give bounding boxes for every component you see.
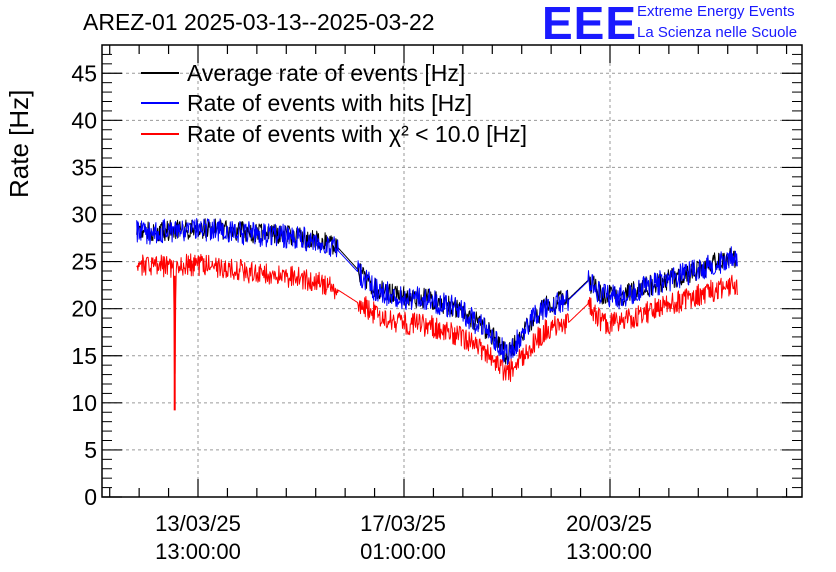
y-tick-label: 5 [84, 437, 97, 463]
x-tick-label: 20/03/25 13:00:00 [539, 510, 679, 566]
x-tick-time: 13:00:00 [566, 539, 652, 564]
y-tick-label: 30 [71, 202, 97, 228]
x-tick-label: 17/03/25 01:00:00 [333, 510, 473, 566]
y-tick-label: 45 [71, 60, 97, 86]
eee-logo: EEE [542, 0, 638, 49]
legend-swatch-black [141, 72, 179, 74]
chart-title: AREZ-01 2025-03-13--2025-03-22 [83, 9, 435, 35]
y-tick-label: 40 [71, 107, 97, 133]
legend-label: Rate of events with χ² < 10.0 [Hz] [187, 120, 527, 147]
x-tick-time: 01:00:00 [360, 539, 446, 564]
legend-swatch-red [141, 133, 179, 135]
series-line [136, 218, 738, 365]
x-tick-label: 13/03/25 13:00:00 [128, 510, 268, 566]
y-axis-label: Rate [Hz] [4, 89, 34, 198]
series-line [136, 253, 738, 382]
x-tick-time: 13:00:00 [155, 539, 241, 564]
x-tick-date: 13/03/25 [155, 511, 241, 536]
series-line [136, 218, 738, 366]
logo-subtitle-2: La Scienza nelle Scuole [637, 24, 798, 41]
y-tick-label: 10 [71, 390, 97, 416]
y-tick-labels: 0 5 10 15 20 25 30 35 40 45 [71, 60, 97, 510]
y-tick-label: 0 [84, 484, 97, 510]
y-tick-label: 35 [71, 154, 97, 180]
y-tick-label: 15 [71, 343, 97, 369]
legend-entry-average: Average rate of events [Hz] [141, 60, 465, 86]
series-layer [136, 218, 738, 411]
legend-entry-hits: Rate of events with hits [Hz] [141, 90, 472, 116]
x-tick-date: 17/03/25 [360, 511, 446, 536]
legend-entry-chi2: Rate of events with χ² < 10.0 [Hz] [141, 121, 527, 147]
axis-ticks [102, 45, 802, 498]
legend-label: Rate of events with hits [Hz] [187, 89, 473, 116]
logo-subtitle-1: Extreme Energy Events [637, 3, 795, 20]
legend-label: Average rate of events [Hz] [187, 59, 466, 86]
y-tick-label: 20 [71, 296, 97, 322]
legend-swatch-blue [141, 102, 179, 104]
y-tick-label: 25 [71, 249, 97, 275]
x-tick-date: 20/03/25 [566, 511, 652, 536]
